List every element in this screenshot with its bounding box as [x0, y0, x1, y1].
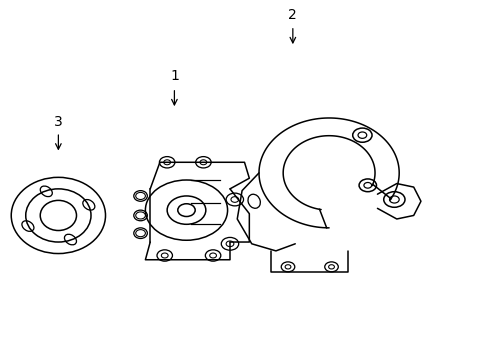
Text: 2: 2: [288, 8, 297, 22]
Text: 1: 1: [170, 68, 179, 82]
Text: 3: 3: [54, 114, 62, 129]
